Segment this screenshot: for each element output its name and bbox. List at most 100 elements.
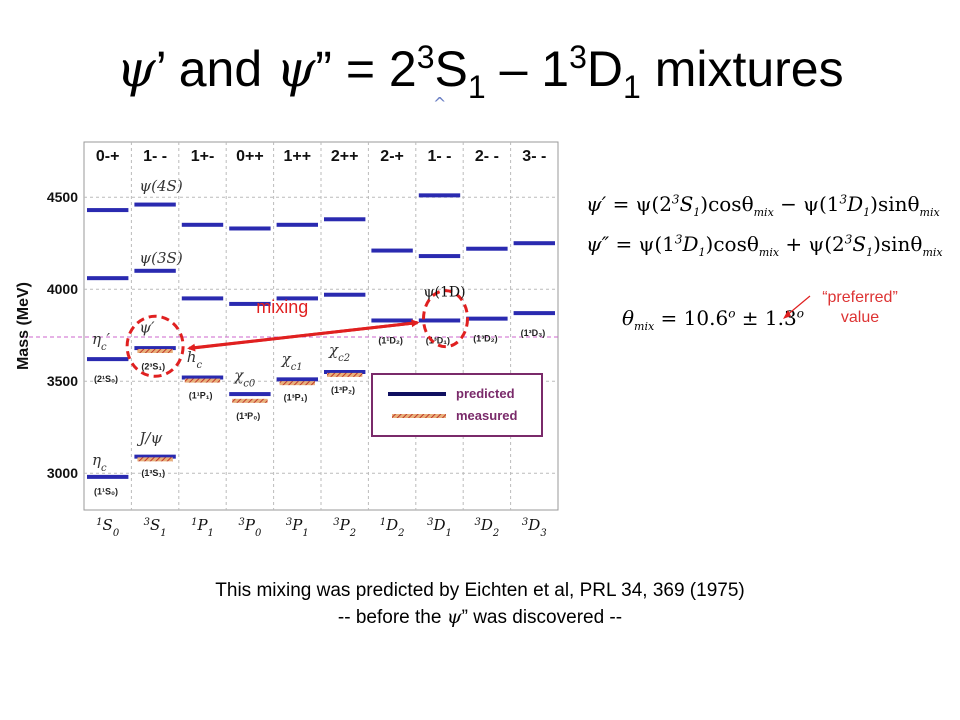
legend-measured-swatch <box>392 414 446 418</box>
x-tick-label: 3D3 <box>522 516 547 539</box>
x-tick-base: P <box>244 516 256 534</box>
x-tick-sup: 3 <box>333 517 339 528</box>
x-tick-sup: 1 <box>191 517 197 528</box>
title-sup-2: 3 <box>569 39 587 75</box>
eq2-t2: S <box>852 232 867 256</box>
x-tick-base: D <box>527 516 540 534</box>
measured-level <box>232 398 268 403</box>
preferred-value-note: “preferred” value <box>800 288 920 328</box>
x-tick-sub: 1 <box>446 528 452 539</box>
eq1-mx1: mix <box>753 206 774 219</box>
x-tick-label: 3P1 <box>286 516 309 539</box>
eq3-deg1: o <box>728 306 736 321</box>
measured-level <box>137 348 173 353</box>
eq2-t1: D <box>682 232 699 256</box>
predicted-level <box>513 311 555 316</box>
eq1-b1: 1 <box>693 206 701 219</box>
x-tick-base: D <box>385 516 398 534</box>
x-tick-label: 3D1 <box>427 516 452 539</box>
eq1-b2: 1 <box>863 206 871 219</box>
measured-level <box>327 372 363 377</box>
predicted-level <box>229 301 271 306</box>
x-tick-label: 3P0 <box>238 516 261 539</box>
eq1-m1: )cosθ <box>700 192 754 216</box>
x-tick-sup: 1 <box>96 517 102 528</box>
term-label: (1³P₀) <box>236 411 260 421</box>
level-diagram-chart: ηcηc′J/ψψ′ψ(3S)ψ(4S)hcχc0χc1χc2(1¹S₀)(2¹… <box>15 141 559 540</box>
jpc-label: 1++ <box>284 148 312 165</box>
eq2-mx2: mix <box>922 246 943 259</box>
x-tick-label: 3D2 <box>475 516 500 539</box>
y-tick-label: 3500 <box>47 373 78 389</box>
x-tick-sup: 1 <box>380 517 386 528</box>
predicted-level <box>466 316 508 321</box>
x-tick-label: 3P2 <box>333 516 356 539</box>
title-sub-2: 1 <box>623 69 641 105</box>
predicted-level <box>87 357 129 362</box>
psi-1d-label: ψ(1D) <box>424 285 466 301</box>
caption-line-1: This mixing was predicted by Eichten et … <box>215 580 745 601</box>
term-label: (1³P₂) <box>331 385 355 395</box>
x-tick-base: P <box>196 516 208 534</box>
eq1-t2: D <box>847 192 864 216</box>
state-label-sub: c <box>101 463 107 474</box>
title-text-b: ” = 2 <box>315 41 417 97</box>
eq2-m2: + ψ(2 <box>779 232 845 256</box>
predicted-level <box>181 222 224 227</box>
x-tick-base: D <box>480 516 493 534</box>
predicted-level <box>229 392 271 397</box>
x-tick-label: 1D2 <box>380 516 405 539</box>
slide-title: ψ’ and ψ” = 23S1 – 13D1 mixtures <box>0 22 960 122</box>
x-tick-sup: 3 <box>144 517 150 528</box>
predicted-level <box>324 292 366 297</box>
jpc-label: 1+- <box>191 148 215 165</box>
x-tick-base: P <box>291 516 303 534</box>
eq3-val: = 10.6 <box>654 306 729 330</box>
title-sub-1: 1 <box>467 69 486 105</box>
predicted-level <box>87 208 129 213</box>
legend-box <box>371 373 543 437</box>
x-tick-base: D <box>432 516 445 534</box>
state-label-sub: c1 <box>291 362 303 373</box>
eq1-t1: S <box>679 192 694 216</box>
predicted-level <box>134 346 176 351</box>
caption-line-2: -- before the ψ” was discovered -- <box>0 606 960 629</box>
eq2-a: = ψ(1 <box>609 232 675 256</box>
equation-psi-double-prime: ψ″ = ψ(13D1)cosθmix + ψ(23S1)sinθmix <box>586 232 943 259</box>
predicted-level <box>324 217 366 222</box>
predicted-level <box>87 276 129 281</box>
term-label: (1¹P₁) <box>189 391 213 401</box>
x-tick-label: 1P1 <box>191 516 214 539</box>
psi-1d-circle <box>422 289 469 349</box>
eq2-lhs: ψ″ <box>586 232 610 256</box>
legend-measured-label: measured <box>456 408 517 423</box>
predicted-level <box>181 375 224 380</box>
equation-psi-prime: ψ′ = ψ(23S1)cosθmix − ψ(13D1)sinθmix <box>586 192 940 219</box>
x-tick-label: 3S1 <box>144 516 167 539</box>
predicted-level <box>324 370 366 374</box>
x-tick-sub: 1 <box>160 528 166 539</box>
term-label: (2³S₁) <box>141 361 165 371</box>
x-tick-sup: 3 <box>475 517 481 528</box>
predicted-level <box>276 377 318 382</box>
eq2-s1: 3 <box>674 232 683 247</box>
preferred-line-1: “preferred” <box>822 289 898 306</box>
x-tick-sup: 3 <box>238 517 244 528</box>
state-label: ηc′ <box>92 330 111 353</box>
title-text-e: D <box>586 41 623 97</box>
y-tick-label: 3000 <box>47 465 78 481</box>
predicted-level <box>371 318 413 323</box>
caption-psi: ψ <box>446 606 462 628</box>
jpc-label: 2++ <box>331 148 359 165</box>
x-tick-sup: 3 <box>286 517 292 528</box>
term-label: (1¹S₀) <box>94 486 118 496</box>
caret-mark: ^ <box>433 94 447 113</box>
x-tick-sub: 3 <box>540 528 546 539</box>
predicted-level <box>181 296 224 301</box>
predicted-level <box>276 296 318 301</box>
x-tick-sup: 3 <box>427 517 433 528</box>
title-text-a: ’ and <box>155 41 277 97</box>
eq1-m3: )sinθ <box>870 192 920 216</box>
eq2-b2: 1 <box>866 246 874 259</box>
x-tick-sub: 0 <box>113 528 120 539</box>
